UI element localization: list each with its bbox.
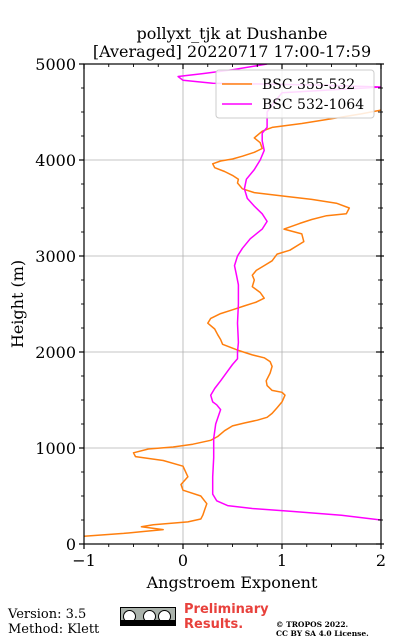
legend: BSC 355-532 BSC 532-1064 <box>215 69 375 119</box>
chart-subtitle: [Averaged] 20220717 17:00-17:59 <box>93 42 371 61</box>
y-tick-label: 3000 <box>35 247 76 266</box>
x-tick-label: −1 <box>72 551 96 570</box>
x-tick-label: 2 <box>376 551 386 570</box>
x-axis-label: Angstroem Exponent <box>146 573 318 592</box>
preliminary-line1: Preliminary <box>184 602 269 617</box>
version-text: Version: 3.5 <box>8 607 87 622</box>
legend-label-2: BSC 532-1064 <box>262 97 364 113</box>
y-tick-label: 4000 <box>35 151 76 170</box>
method-text: Method: Klett <box>8 622 100 637</box>
preliminary-notice: Preliminary Results. <box>184 602 269 632</box>
y-axis-label: Height (m) <box>8 260 27 348</box>
x-tick-label: 0 <box>178 551 188 570</box>
y-tick-label: 2000 <box>35 343 76 362</box>
copyright-notice: © TROPOS 2022. CC BY SA 4.0 License. <box>276 620 369 638</box>
chart: pollyxt_tjk at Dushanbe [Averaged] 20220… <box>8 24 386 592</box>
legend-label-1: BSC 355-532 <box>262 77 355 93</box>
y-tick-label: 5000 <box>35 55 76 74</box>
y-tick-label: 0 <box>66 535 76 554</box>
series-line-1 <box>84 109 381 538</box>
copyright-line1: © TROPOS 2022. <box>276 620 349 629</box>
series-line-2 <box>177 64 381 521</box>
chart-title: pollyxt_tjk at Dushanbe <box>136 24 327 43</box>
preliminary-line2: Results. <box>184 617 244 632</box>
series-layer <box>84 64 381 538</box>
x-tick-label: 1 <box>277 551 287 570</box>
copyright-line2: CC BY SA 4.0 License. <box>276 629 369 638</box>
plot-frame <box>83 63 382 545</box>
legend-box <box>215 69 375 119</box>
cc-by-sa-badge-icon <box>120 607 176 626</box>
grid <box>83 63 382 545</box>
y-tick-label: 1000 <box>35 439 76 458</box>
